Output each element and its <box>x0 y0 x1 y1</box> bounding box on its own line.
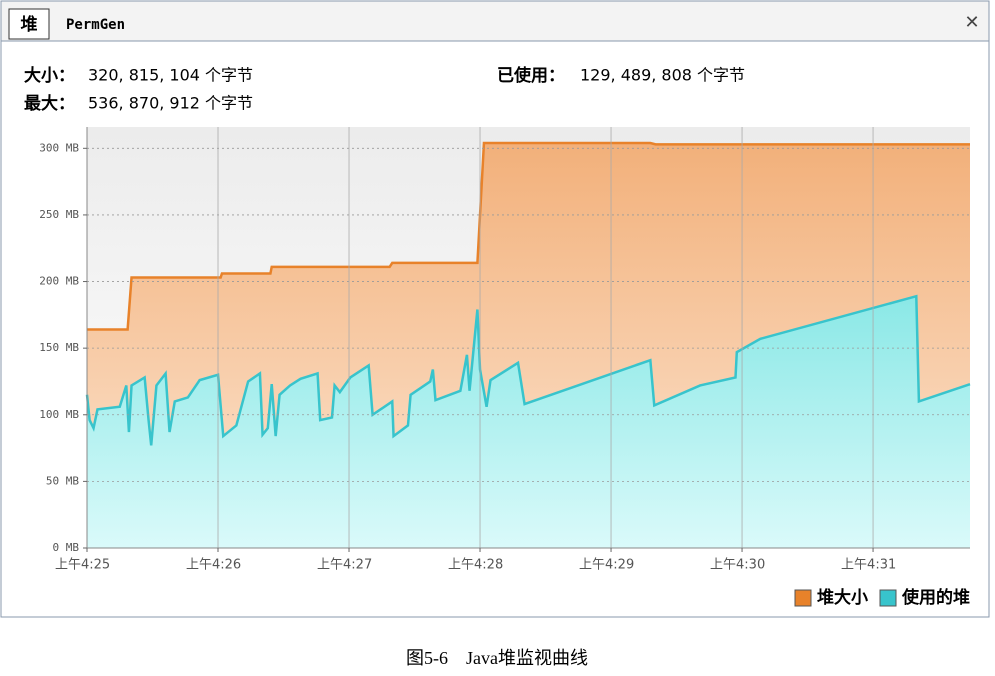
x-tick-label: 上午4:26 <box>186 558 241 573</box>
info-label: 大小： <box>24 65 75 86</box>
info-value: 129, 489, 808 个字节 <box>580 66 745 85</box>
tab-bar <box>0 0 990 42</box>
legend-swatch <box>794 589 812 607</box>
y-tick-label: 300 MB <box>39 141 79 154</box>
y-tick-label: 100 MB <box>39 408 79 421</box>
x-tick-label: 上午4:25 <box>55 558 110 573</box>
info-value: 536, 870, 912 个字节 <box>88 94 253 113</box>
tab-label[interactable]: 堆 <box>21 14 38 35</box>
legend-label: 使用的堆 <box>901 587 970 608</box>
y-tick-label: 250 MB <box>39 208 79 221</box>
x-tick-label: 上午4:31 <box>841 558 896 573</box>
series-line <box>87 141 970 331</box>
y-tick-label: 0 MB <box>53 541 80 554</box>
x-tick-label: 上午4:28 <box>448 558 503 573</box>
x-tick-label: 上午4:30 <box>710 558 765 573</box>
y-tick-label: 50 MB <box>46 474 79 487</box>
legend-swatch <box>879 589 897 607</box>
tab-label[interactable]: PermGen <box>66 17 125 33</box>
info-value: 320, 815, 104 个字节 <box>88 66 253 85</box>
x-tick-label: 上午4:29 <box>579 558 634 573</box>
legend-label: 堆大小 <box>817 587 868 608</box>
y-tick-label: 150 MB <box>39 341 79 354</box>
caption: 图5-6 Java堆监视曲线 <box>406 648 588 668</box>
tab[interactable] <box>8 8 50 40</box>
info-label: 已使用： <box>497 65 565 86</box>
info-label: 最大： <box>24 93 75 114</box>
close-button[interactable]: ✕ <box>964 12 979 33</box>
y-tick-label: 200 MB <box>39 275 79 288</box>
x-tick-label: 上午4:27 <box>317 558 372 573</box>
series-line <box>85 294 971 446</box>
area-fill <box>87 296 970 548</box>
